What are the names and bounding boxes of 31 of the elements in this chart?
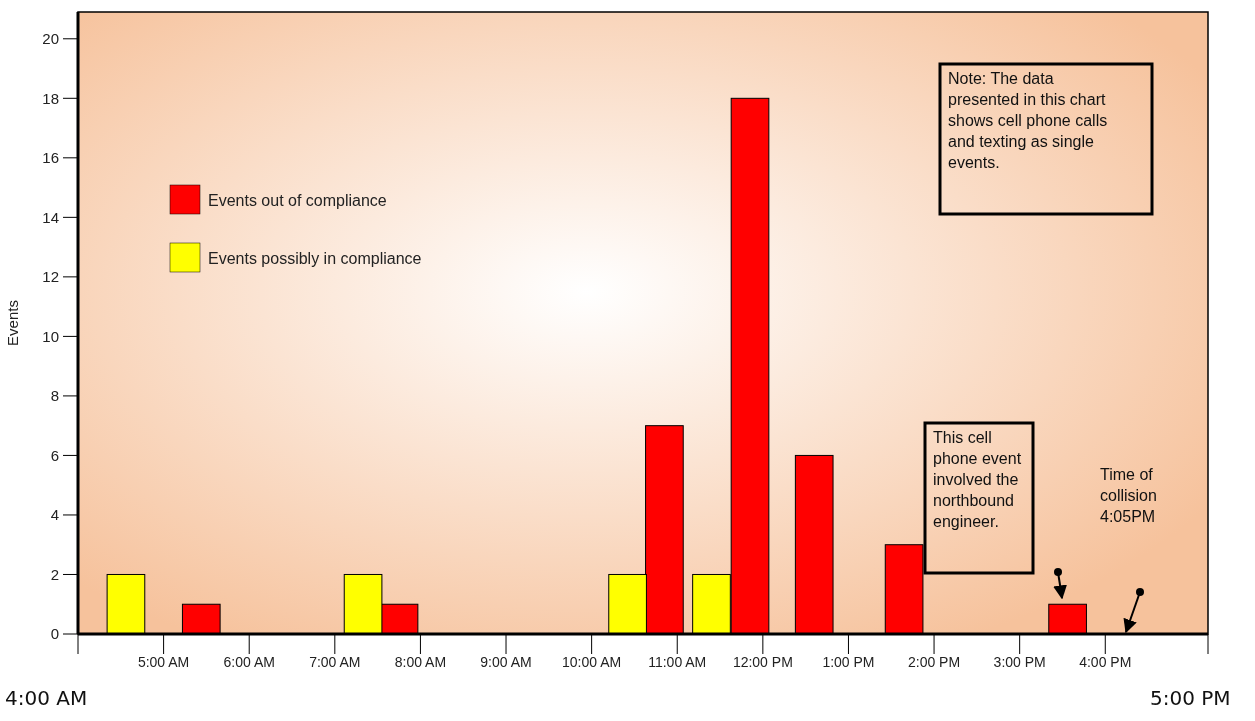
y-tick-label: 16 [42, 149, 59, 167]
text: 5:00 PM [1150, 686, 1231, 710]
y-axis-title: Events [4, 300, 21, 346]
x-tick-label: 5:00 AM [137, 654, 190, 670]
y-tick-label: 18 [42, 89, 59, 107]
x-tick-label: 6:00 AM [223, 654, 275, 670]
x-tick-label: 12:00 PM [732, 654, 793, 670]
y-tick-label: 12 [42, 268, 59, 286]
legend-label: Events out of compliance [208, 191, 387, 209]
y-tick-label: 8 [50, 387, 59, 405]
x-tick-label: 7:00 AM [309, 654, 361, 670]
x-tick-label: 11:00 AM [648, 654, 707, 670]
legend-label: Events possibly in compliance [208, 249, 422, 267]
x-tick-label: 3:00 PM [993, 654, 1046, 670]
y-tick-label: 6 [50, 446, 59, 464]
y-tick-label: 14 [42, 208, 59, 226]
y-tick-label: 20 [42, 30, 59, 48]
annotation: This cell phone event involved the northbound engineer. [933, 429, 1022, 530]
x-tick-label: 9:00 AM [480, 654, 532, 670]
x-tick-label: 1:00 PM [822, 654, 875, 670]
annotation: Time of collision 4:05PM [1100, 466, 1157, 525]
annotation: Note: The data presented in this chart shows cell phone calls and texting as single events. [948, 70, 1108, 171]
x-tick-label: 4:00 PM [1079, 654, 1132, 670]
x-tick-label: 2:00 PM [907, 654, 961, 670]
x-tick-label: 8:00 AM [394, 654, 447, 670]
text: 4:00 AM [5, 686, 88, 710]
x-tick-label: 10:00 AM [562, 654, 622, 670]
y-tick-label: 10 [42, 327, 59, 345]
y-tick-label: 0 [50, 625, 59, 643]
y-tick-label: 4 [50, 506, 59, 524]
y-tick-label: 2 [50, 565, 59, 583]
